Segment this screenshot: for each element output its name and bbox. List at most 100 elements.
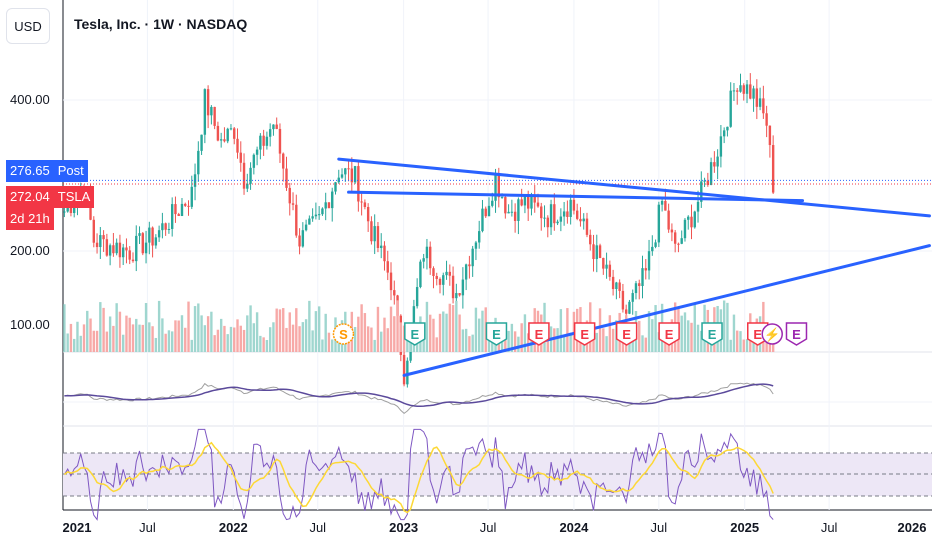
candle-body <box>654 242 657 247</box>
candle-body <box>298 235 301 247</box>
last-price-symbol: TSLA <box>53 186 95 208</box>
candle-body <box>386 261 389 273</box>
volume-bar <box>206 316 210 352</box>
volume-bar <box>216 329 220 352</box>
volume-bar <box>177 320 180 352</box>
candle-body <box>223 139 226 142</box>
candle-body <box>572 199 576 211</box>
event-badge <box>785 322 808 346</box>
candle-body <box>765 113 768 126</box>
volume-bar <box>471 334 474 352</box>
candle-body <box>517 199 520 221</box>
volume-bar <box>647 311 651 352</box>
volume-bar <box>683 312 687 352</box>
last-price-tag: 272.04 TSLA <box>6 186 95 208</box>
volume-bar <box>197 303 200 352</box>
volume-bar <box>353 326 357 352</box>
volume-bar <box>569 332 572 352</box>
volume-bar <box>526 333 530 352</box>
event-earnings: E <box>701 322 723 346</box>
candle-body <box>745 84 749 94</box>
candle-body <box>197 150 200 175</box>
time-label: Jul <box>820 520 838 535</box>
volume-bar <box>95 330 99 352</box>
candle-body <box>151 227 154 246</box>
volume-bar <box>184 327 187 352</box>
candle-body <box>317 214 321 216</box>
volume-bar <box>435 337 438 352</box>
candle-body <box>200 134 203 151</box>
candle-body <box>95 242 99 248</box>
candle-body <box>559 216 563 222</box>
currency-button[interactable]: USD <box>6 8 50 44</box>
event-symbol: E <box>792 327 801 342</box>
candle-body <box>393 290 396 296</box>
rsi-ma-line <box>63 441 774 514</box>
volume-bar <box>455 300 458 352</box>
candle-body <box>556 221 559 224</box>
candle-body <box>187 205 190 207</box>
volume-bar <box>654 305 657 352</box>
price-label-400: 400.00 <box>10 92 50 107</box>
volume-bar <box>510 323 514 352</box>
candle-body <box>419 261 422 288</box>
candle-body <box>455 293 458 299</box>
volume-bar <box>370 327 373 352</box>
candle-body <box>752 88 755 99</box>
candle-body <box>383 245 386 262</box>
event-earnings: E <box>785 322 808 346</box>
volume-bar <box>641 335 644 352</box>
event-symbol: E <box>753 327 762 342</box>
candle-body <box>543 217 546 219</box>
volume-bar <box>187 301 190 352</box>
volume-bar <box>213 335 216 352</box>
candle-body <box>651 246 654 252</box>
volume-bar <box>448 303 452 352</box>
candle-body <box>164 223 167 230</box>
volume-bar <box>239 325 242 352</box>
event-badge <box>615 322 638 346</box>
volume-bar <box>729 339 732 352</box>
volume-bar <box>154 337 158 352</box>
price-label-200: 200.00 <box>10 243 50 258</box>
candle-body <box>461 279 465 296</box>
candle-body <box>621 290 625 310</box>
volume-bar <box>115 303 118 352</box>
volume-bar <box>451 305 455 352</box>
volume-bar <box>739 331 742 352</box>
volume-bar <box>82 324 86 352</box>
volume-bar <box>308 300 311 352</box>
candle-body <box>278 128 282 154</box>
event-symbol: E <box>410 327 419 342</box>
candle-body <box>602 257 605 269</box>
candle-body <box>647 251 651 271</box>
candle-body <box>373 226 376 242</box>
candle-body <box>389 272 393 291</box>
volume-bar <box>690 322 693 352</box>
candle-body <box>624 309 628 314</box>
candle-body <box>664 200 667 211</box>
candle-body <box>366 206 370 222</box>
candle-body <box>491 200 494 206</box>
volume-bar <box>102 307 105 352</box>
candle-body <box>448 271 452 276</box>
volume-bar <box>311 330 314 352</box>
candle-body <box>425 246 429 259</box>
candle-body <box>442 275 445 285</box>
candle-body <box>161 223 164 231</box>
candle-body <box>507 211 510 214</box>
candle-body <box>167 228 171 230</box>
volume-bar <box>170 331 174 352</box>
event-symbol: E <box>708 327 717 342</box>
volume-bar <box>722 300 726 352</box>
trendline-horizontal-support <box>347 190 805 203</box>
volume-bar <box>700 330 703 352</box>
rsi-line <box>63 428 774 521</box>
candle-body <box>700 181 703 202</box>
candle-body <box>471 248 474 267</box>
volume-bar <box>406 333 409 352</box>
event-earnings: E <box>747 322 769 346</box>
candle-body <box>102 235 105 240</box>
candle-body <box>504 197 507 214</box>
